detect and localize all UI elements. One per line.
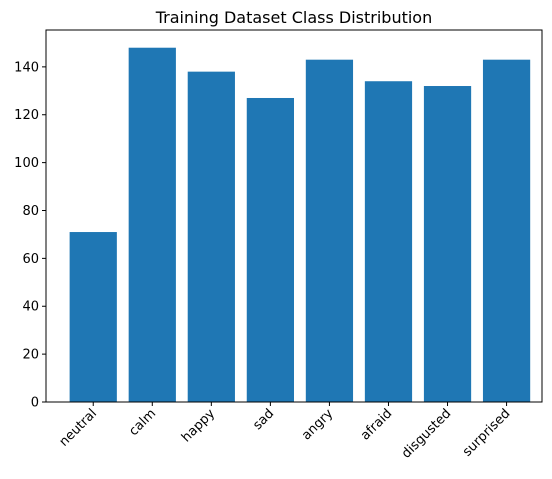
bar-neutral [69, 232, 117, 402]
y-tick-label: 60 [22, 252, 39, 267]
x-tick-label: surprised [460, 406, 513, 459]
x-axis: neutral calm happy sad angry afraid disgusted s… [57, 402, 513, 462]
bar-disgusted [423, 86, 472, 402]
bar-surprised [482, 59, 531, 402]
y-tick-label: 0 [31, 396, 39, 411]
x-tick-label: afraid [358, 406, 395, 443]
chart-title: Training Dataset Class Distribution [155, 8, 432, 27]
x-tick-label: happy [179, 406, 218, 445]
bar-calm [128, 47, 176, 402]
x-tick-label: calm [126, 406, 159, 439]
plot-frame [45, 29, 543, 403]
y-tick-label: 100 [14, 156, 39, 171]
bar-angry [305, 59, 354, 402]
bars-group [69, 47, 531, 403]
x-tick-label: sad [250, 406, 277, 433]
y-axis: 0 20 40 60 80 100 120 140 [14, 60, 46, 411]
x-tick-label: disgusted [399, 406, 454, 461]
bar-happy [187, 71, 235, 402]
x-tick-label: angry [299, 406, 336, 443]
y-tick-label: 20 [22, 348, 39, 363]
y-tick-label: 40 [22, 300, 39, 315]
bar-sad [246, 97, 294, 402]
y-tick-label: 80 [22, 204, 39, 219]
y-tick-label: 140 [14, 60, 39, 75]
x-tick-label: neutral [57, 406, 100, 449]
bar-afraid [364, 81, 413, 403]
y-tick-label: 120 [14, 108, 39, 123]
